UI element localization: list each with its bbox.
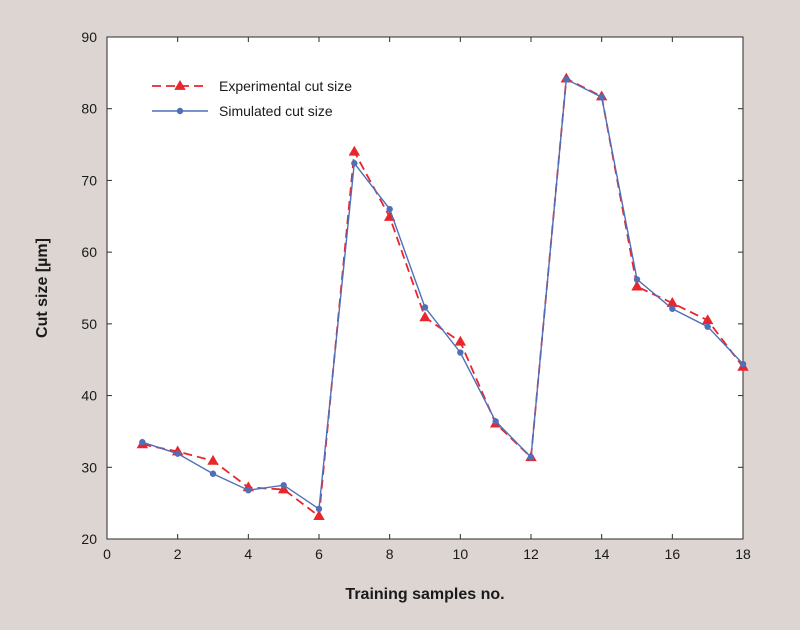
x-tick-label: 12	[523, 546, 539, 562]
simulated-point	[386, 205, 393, 213]
simulated-point	[669, 305, 676, 312]
legend: Experimental cut size Simulated cut size	[152, 78, 352, 119]
experimental-point	[277, 483, 290, 494]
experimental-point	[666, 297, 679, 307]
y-tick-label: 90	[81, 29, 97, 45]
simulated-point	[704, 323, 711, 330]
simulated-point	[633, 276, 641, 283]
experimental-point	[348, 145, 361, 156]
legend-label: Experimental cut size	[219, 78, 352, 94]
x-tick-label: 16	[665, 546, 681, 562]
simulated-point	[315, 505, 323, 513]
y-tick-label: 50	[81, 316, 97, 332]
legend-marker-circle	[176, 107, 184, 115]
y-tick-label: 40	[81, 388, 97, 404]
simulated-point	[739, 360, 747, 368]
simulated-point	[351, 160, 358, 167]
experimental-point	[454, 335, 467, 346]
simulated-point	[457, 349, 464, 356]
y-tick-label: 20	[81, 531, 97, 547]
simulated-point	[209, 470, 217, 477]
experimental-point	[207, 454, 219, 465]
x-axis: 0 2 4 6 8 10 12 14 16 18	[103, 37, 751, 562]
simulated-point	[492, 418, 499, 425]
y-axis: 20 30 40 50 60 70 80 90	[81, 29, 743, 547]
x-tick-label: 0	[103, 546, 111, 562]
x-tick-label: 10	[453, 546, 469, 562]
legend-label: Simulated cut size	[219, 103, 333, 119]
x-tick-label: 2	[174, 546, 182, 562]
y-axis-title: Cut size [µm]	[34, 238, 51, 338]
simulated-point	[174, 450, 181, 457]
simulated-point	[280, 482, 287, 489]
simulated-point	[598, 94, 605, 101]
experimental-point	[419, 311, 431, 322]
x-tick-label: 6	[315, 546, 323, 562]
y-tick-label: 80	[81, 101, 97, 117]
y-tick-label: 70	[81, 172, 97, 188]
experimental-point	[701, 314, 714, 325]
x-tick-label: 8	[386, 546, 394, 562]
simulated-point	[245, 487, 252, 494]
x-tick-label: 18	[735, 546, 751, 562]
y-tick-label: 60	[81, 244, 97, 260]
simulated-point	[139, 438, 146, 446]
experimental-point	[313, 510, 325, 520]
y-tick-label: 30	[81, 459, 97, 475]
series-line-simulated	[142, 78, 744, 511]
simulated-point	[527, 454, 535, 461]
x-axis-title: Training samples no.	[345, 586, 504, 603]
experimental-point	[631, 280, 643, 291]
x-tick-label: 4	[244, 546, 252, 562]
x-tick-label: 14	[594, 546, 610, 562]
simulated-point	[421, 304, 429, 311]
legend-marker-triangle	[174, 80, 186, 90]
simulated-point	[563, 76, 570, 83]
series-layer	[136, 72, 749, 520]
